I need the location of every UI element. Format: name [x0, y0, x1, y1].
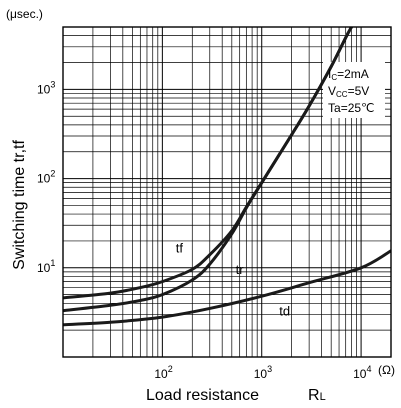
series-label-tr: tr	[236, 262, 245, 277]
x-tick-label: 103	[254, 364, 272, 381]
series-labels: tf tr td	[176, 241, 290, 319]
plot-frame	[62, 26, 392, 358]
series-label-tf: tf	[176, 241, 184, 256]
y-tick-label: 101	[37, 258, 55, 275]
y-axis-label: Switching time tr,tf	[11, 140, 28, 270]
tick-labels: 102 103 104 101 102 103	[37, 79, 371, 381]
series-line-td	[63, 249, 391, 327]
x-unit-label: (Ω)	[378, 363, 395, 377]
x-tick-label: 102	[154, 364, 172, 381]
condition-line: IC=2mA	[328, 67, 369, 82]
condition-line: VCC=5V	[328, 84, 369, 99]
condition-line: Ta=25℃	[328, 101, 375, 115]
x-axis-label: Load resistance	[146, 387, 259, 404]
series-line-tr	[63, 27, 353, 313]
conditions-box	[323, 62, 385, 118]
x-axis-symbol: RL	[308, 387, 326, 404]
y-tick-label: 103	[37, 79, 55, 96]
series-label-td: td	[279, 303, 290, 318]
y-unit-label: (μsec.)	[6, 7, 43, 21]
y-tick-label: 102	[37, 169, 55, 186]
x-tick-label: 104	[353, 364, 371, 381]
series-layer	[63, 27, 391, 327]
series-line-tf	[63, 27, 353, 300]
conditions-text: IC=2mA VCC=5V Ta=25℃	[328, 67, 375, 115]
